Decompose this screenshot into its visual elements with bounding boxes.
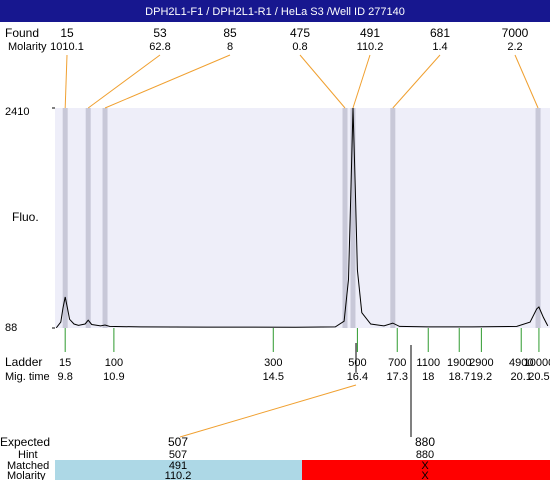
matched-molarity: X [421, 470, 429, 480]
ladder-size: 100 [105, 357, 123, 369]
found-molarity: 8 [227, 41, 233, 53]
expected-molarity-label: Molarity [7, 470, 46, 480]
ladder-time: 10.9 [103, 371, 124, 383]
ladder-size: 10000 [524, 357, 550, 369]
ladder-size: 300 [264, 357, 282, 369]
found-size: 15 [60, 26, 74, 40]
expected-size: 507 [168, 435, 188, 449]
matched-label: Matched [7, 460, 49, 472]
hint-label: Hint [18, 449, 38, 461]
ladder-time: 14.5 [263, 371, 284, 383]
found-molarity: 1010.1 [50, 41, 84, 53]
ladder-size: 2900 [469, 357, 493, 369]
title: DPH2L1-F1 / DPH2L1-R1 / HeLa S3 /Well ID… [145, 6, 405, 18]
ladder-size: 500 [348, 357, 366, 369]
y-tick-label: 2410 [5, 106, 29, 118]
y-axis-label: Fluo. [12, 210, 39, 224]
trace [55, 108, 549, 328]
ladder-time: 20.1 [511, 371, 532, 383]
y-tick-label: 88 [5, 322, 17, 334]
trace-group [55, 108, 549, 328]
peak-band [350, 108, 356, 328]
found-molarity: 0.8 [292, 41, 307, 53]
peak-connector [514, 54, 539, 109]
found-molarity: 110.2 [357, 41, 384, 53]
found-size: 491 [360, 26, 380, 40]
ladder-size: 700 [388, 357, 406, 369]
ladder-size: 4900 [509, 357, 533, 369]
matched-cell [55, 460, 302, 480]
molarity-label: Molarity [8, 41, 47, 53]
hint-value: 507 [169, 449, 187, 461]
peak-connector [64, 54, 68, 109]
ladder-time: 18.7 [449, 371, 470, 383]
found-molarity: 2.2 [507, 41, 522, 53]
peak-connector [392, 54, 441, 109]
found-label: Found [5, 26, 39, 40]
matched-value: 491 [169, 460, 187, 472]
plot-area [55, 108, 550, 328]
hint-value: 880 [416, 449, 434, 461]
found-size: 53 [153, 26, 167, 40]
ladder-time: 16.4 [347, 371, 368, 383]
found-size: 681 [430, 26, 450, 40]
ladder-time: 20.5 [528, 371, 549, 383]
unmatched-cell [302, 460, 550, 480]
expected-label: Expected [0, 435, 50, 449]
ladder-size: 1900 [447, 357, 471, 369]
ladder-time: 17.3 [387, 371, 408, 383]
matched-value: X [421, 460, 429, 472]
ladder-time: 18 [422, 371, 434, 383]
peak-connector [352, 54, 371, 109]
connector [179, 384, 357, 438]
peak-band [85, 108, 91, 328]
found-size: 475 [290, 26, 310, 40]
expected-size: 880 [415, 435, 435, 449]
peak-band [535, 108, 541, 328]
peak-band [390, 108, 396, 328]
ladder-time: 9.8 [58, 371, 73, 383]
peak-connector [299, 54, 346, 109]
title-bar [0, 0, 550, 22]
found-molarity: 1.4 [432, 41, 447, 53]
found-size: 85 [223, 26, 237, 40]
matched-molarity: 110.2 [165, 470, 192, 480]
found-size: 7000 [502, 26, 529, 40]
ladder-size: 15 [59, 357, 71, 369]
found-molarity: 62.8 [149, 41, 170, 53]
peak-connector [87, 54, 161, 109]
peak-band [102, 108, 108, 328]
ladder-time: 19.2 [471, 371, 492, 383]
mig-time-label: Mig. time [5, 371, 50, 383]
ladder-label: Ladder [5, 355, 42, 369]
ladder-size: 1100 [416, 357, 440, 369]
peak-band [62, 108, 68, 328]
peak-connector [104, 54, 231, 109]
peak-band [342, 108, 348, 328]
